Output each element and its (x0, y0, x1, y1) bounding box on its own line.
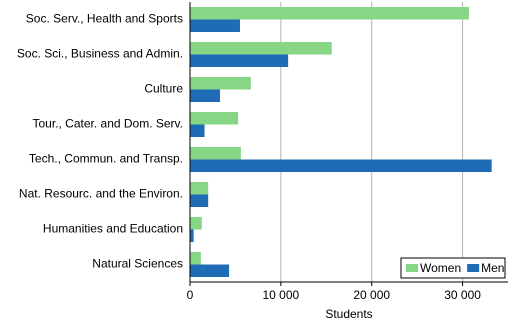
legend-label: Men (481, 261, 504, 275)
bar (190, 252, 201, 265)
bar (190, 182, 209, 195)
legend-swatch (406, 264, 418, 272)
y-tick-label: Tech., Commun. and Transp. (29, 152, 183, 166)
legend-label: Women (420, 261, 461, 275)
bar (190, 42, 332, 55)
x-axis-label: Students (325, 307, 372, 321)
bar (190, 54, 289, 67)
bar (190, 7, 469, 20)
bar (190, 194, 209, 207)
y-tick-label: Culture (144, 82, 183, 96)
y-tick-label: Humanities and Education (43, 222, 183, 236)
x-tick-label: 30 000 (444, 288, 481, 302)
bar (190, 89, 220, 102)
legend-box (400, 257, 506, 279)
y-tick-label: Natural Sciences (92, 257, 183, 271)
y-tick-label: Soc. Sci., Business and Admin. (17, 47, 183, 61)
y-tick-label: Nat. Resourc. and the Environ. (19, 187, 183, 201)
bar (190, 112, 239, 125)
bar (190, 147, 241, 160)
bar (190, 77, 251, 90)
bar (190, 217, 202, 230)
bar (190, 19, 240, 32)
x-tick-label: 10 000 (263, 288, 300, 302)
x-tick-label: 0 (187, 288, 194, 302)
bar (190, 264, 230, 277)
x-tick-label: 20 000 (353, 288, 390, 302)
bar (190, 159, 492, 172)
legend-swatch (467, 264, 480, 272)
y-tick-label: Tour., Cater. and Dom. Serv. (32, 117, 183, 131)
bar (190, 124, 205, 137)
y-tick-label: Soc. Serv., Health and Sports (26, 12, 183, 26)
bar (190, 229, 194, 242)
